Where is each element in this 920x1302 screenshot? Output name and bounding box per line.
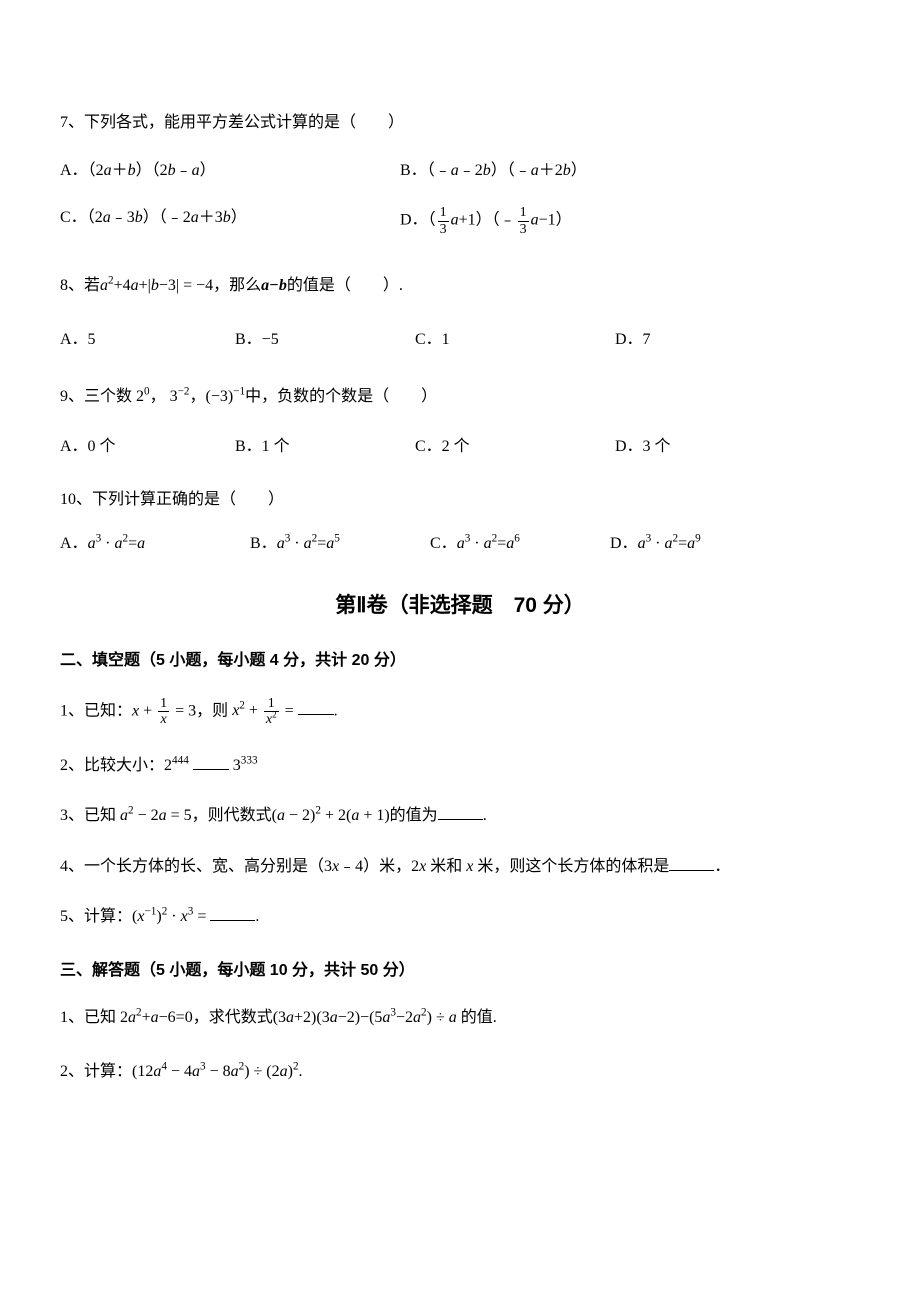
q9-opt-c: C．2 个 — [415, 434, 615, 460]
q10-opt-b: B．a3 · a2=a5 — [250, 531, 430, 557]
fill-1: 1、已知：x + 1x = 3，则 x2 + 1x2 = . — [60, 696, 860, 728]
solve-2: 2、计算：(12a4 − 4a3 − 8a2) ÷ (2a)2. — [60, 1059, 860, 1085]
blank — [669, 855, 714, 871]
blank — [298, 699, 334, 715]
q9-stem: 9、三个数 20， 3−2，(−3)−1中，负数的个数是（ ） — [60, 384, 860, 410]
solve-heading: 三、解答题（5 小题，每小题 10 分，共计 50 分） — [60, 958, 860, 984]
q10-stem: 10、下列计算正确的是（ ） — [60, 487, 860, 513]
q8-opt-c: C．1 — [415, 327, 615, 353]
fraction: 1x — [158, 696, 169, 728]
question-8: 8、若a2+4a+|b−3| = −4，那么a−b的值是（ ）. A．5 B．−… — [60, 273, 860, 352]
q9-opt-a: A．0 个 — [60, 434, 235, 460]
fill-heading: 二、填空题（5 小题，每小题 4 分，共计 20 分） — [60, 648, 860, 674]
fill-2: 2、比较大小：2444 3333 — [60, 753, 860, 779]
blank — [210, 905, 255, 921]
q10-opt-d: D．a3 · a2=a9 — [610, 531, 701, 557]
q8-opt-d: D．7 — [615, 327, 651, 353]
q10-opt-c: C．a3 · a2=a6 — [430, 531, 610, 557]
q7-opt-a: A．（2a＋b）（2b﹣a） — [60, 158, 400, 184]
q9-opt-b: B．1 个 — [235, 434, 415, 460]
fill-5: 5、计算：(x−1)2 · x3 = . — [60, 904, 860, 930]
fill-3: 3、已知 a2 − 2a = 5，则代数式(a − 2)2 + 2(a + 1)… — [60, 803, 860, 829]
solve-1: 1、已知 2a2+a−6=0，求代数式(3a+2)(3a−2)−(5a3−2a2… — [60, 1005, 860, 1031]
question-7: 7、下列各式，能用平方差公式计算的是（ ） A．（2a＋b）（2b﹣a） B．（… — [60, 110, 860, 237]
blank — [193, 754, 229, 770]
section-2-title: 第Ⅱ卷（非选择题 70 分） — [60, 589, 860, 623]
q7-opt-b: B．（﹣a﹣2b）（﹣a＋2b） — [400, 158, 587, 184]
q7-opt-d: D．（13a+1）（﹣13a−1） — [400, 205, 572, 237]
q10-opt-a: A．a3 · a2=a — [60, 531, 250, 557]
question-9: 9、三个数 20， 3−2，(−3)−1中，负数的个数是（ ） A．0 个 B．… — [60, 384, 860, 459]
q8-stem: 8、若a2+4a+|b−3| = −4，那么a−b的值是（ ）. — [60, 273, 860, 299]
fraction: 13 — [518, 205, 529, 237]
blank — [438, 804, 483, 820]
q8-opt-a: A．5 — [60, 327, 235, 353]
q9-opt-d: D．3 个 — [615, 434, 671, 460]
q7-stem: 7、下列各式，能用平方差公式计算的是（ ） — [60, 110, 860, 136]
q8-opt-b: B．−5 — [235, 327, 415, 353]
fraction: 13 — [438, 205, 449, 237]
q7-opt-c: C．（2a﹣3b）（﹣2a＋3b） — [60, 205, 400, 237]
question-10: 10、下列计算正确的是（ ） A．a3 · a2=a B．a3 · a2=a5 … — [60, 487, 860, 556]
fill-4: 4、一个长方体的长、宽、高分别是（3x﹣4）米，2x 米和 x 米，则这个长方体… — [60, 854, 860, 880]
fraction: 1x2 — [264, 696, 279, 728]
